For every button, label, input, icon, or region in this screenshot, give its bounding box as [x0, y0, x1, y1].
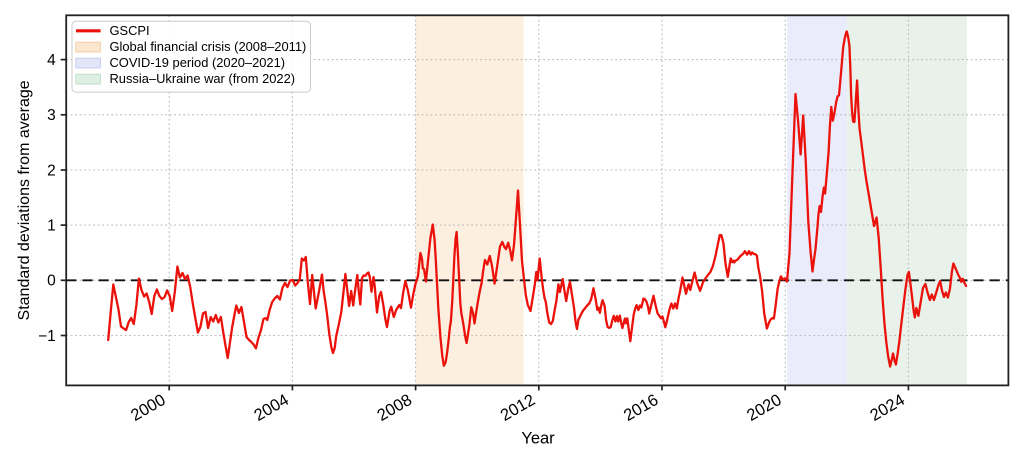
svg-text:0: 0: [47, 273, 56, 290]
svg-text:Global financial crisis (2008–: Global financial crisis (2008–2011): [110, 39, 307, 54]
svg-text:3: 3: [47, 107, 56, 124]
svg-text:Russia–Ukraine war (from 2022): Russia–Ukraine war (from 2022): [110, 71, 296, 86]
svg-text:GSCPI: GSCPI: [110, 23, 150, 38]
svg-text:2: 2: [47, 162, 56, 179]
svg-text:COVID-19 period (2020–2021): COVID-19 period (2020–2021): [110, 55, 286, 70]
svg-text:1: 1: [47, 218, 56, 235]
svg-text:4: 4: [47, 52, 56, 69]
svg-text:Standard deviations from avera: Standard deviations from average: [16, 80, 33, 320]
svg-text:−1: −1: [38, 328, 56, 345]
svg-text:Year: Year: [521, 430, 555, 448]
